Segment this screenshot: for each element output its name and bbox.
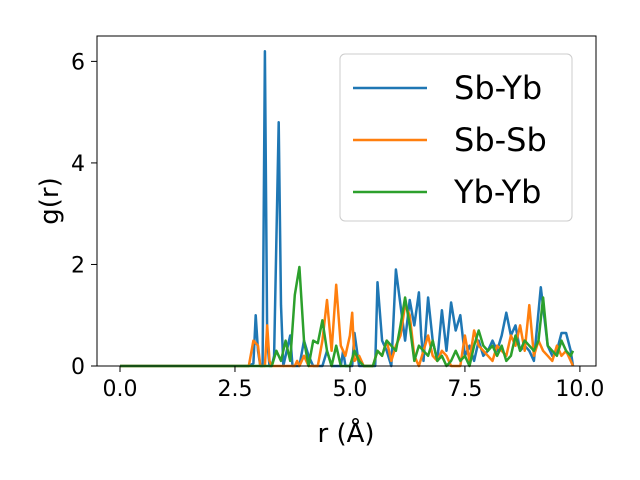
legend-label: Sb-Yb [454,69,542,107]
ticks: 0.0 2.5 5.0 7.5 10.0 0 2 4 6 [71,50,604,402]
y-axis-label: g(r) [35,177,65,224]
x-tick-label: 7.5 [447,377,482,402]
y-tick-label: 2 [71,253,85,278]
axes [96,35,597,367]
series-line-yb-yb [120,265,575,368]
legend-label: Sb-Sb [454,121,547,159]
x-axis-label: r (Å) [317,417,374,449]
x-tick-label: 10.0 [555,377,604,402]
y-tick-label: 6 [71,50,85,75]
y-tick-label: 0 [71,355,85,380]
x-tick-label: 2.5 [217,377,252,402]
legend: Sb-Yb Sb-Sb Yb-Yb [339,53,573,222]
x-tick-label: 0.0 [102,377,137,402]
y-tick-label: 4 [71,152,85,177]
x-tick-label: 5.0 [332,377,367,402]
legend-label: Yb-Yb [453,173,541,211]
plot-frame [96,35,597,367]
legend-box [339,53,573,222]
plot-lines [120,49,575,368]
